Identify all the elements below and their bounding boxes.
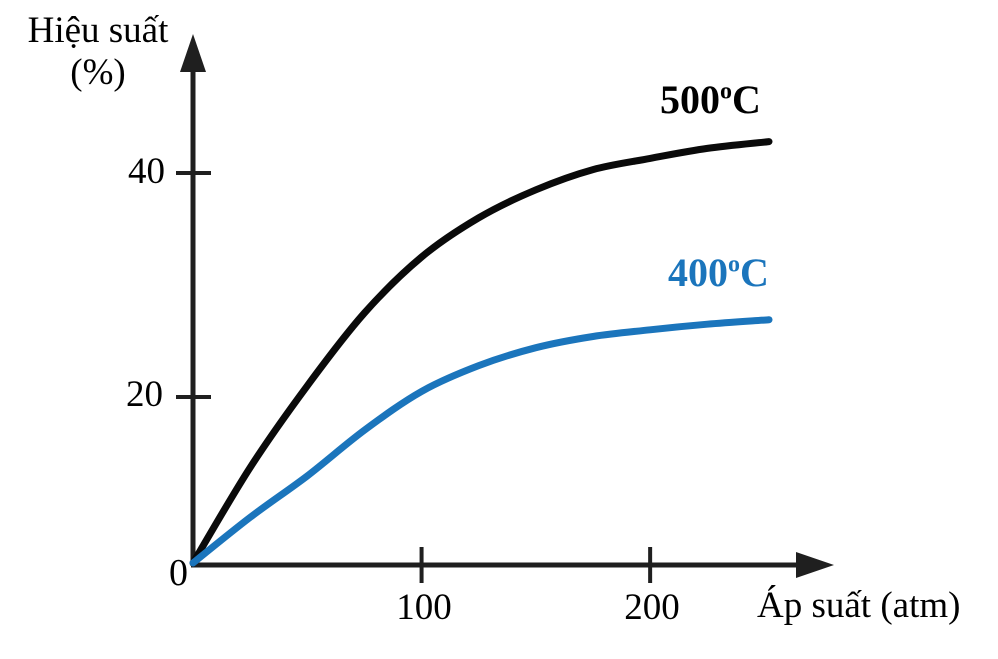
x-axis-arrow-icon [796, 552, 834, 578]
y-tick-label-20: 20 [126, 374, 163, 415]
x-tick-label-100: 100 [396, 587, 452, 628]
series-500-unit: C [732, 77, 761, 122]
series-400-degree-sup: o [728, 251, 740, 278]
y-axis-title-line1: Hiệu suất [27, 10, 169, 51]
series-label-400c: 400oC [668, 249, 769, 296]
y-axis-arrow-icon [180, 34, 206, 72]
y-axis-title-line2: (%) [70, 52, 126, 93]
x-tick-label-200: 200 [624, 587, 680, 628]
axis-ticks [176, 171, 653, 583]
origin-label: 0 [169, 552, 188, 594]
y-tick-label-40: 40 [128, 151, 165, 192]
series-500-degree-sup: o [720, 78, 732, 105]
y-axis-title: Hiệu suất (%) [8, 10, 188, 94]
curve-500c [189, 138, 773, 567]
series-label-500c: 500oC [660, 76, 761, 123]
series-400-unit: C [740, 250, 769, 295]
series-500-value: 500 [660, 77, 720, 122]
series-400-value: 400 [668, 250, 728, 295]
curve-400c [189, 316, 773, 567]
x-axis-title: Áp suất (atm) [757, 585, 961, 626]
